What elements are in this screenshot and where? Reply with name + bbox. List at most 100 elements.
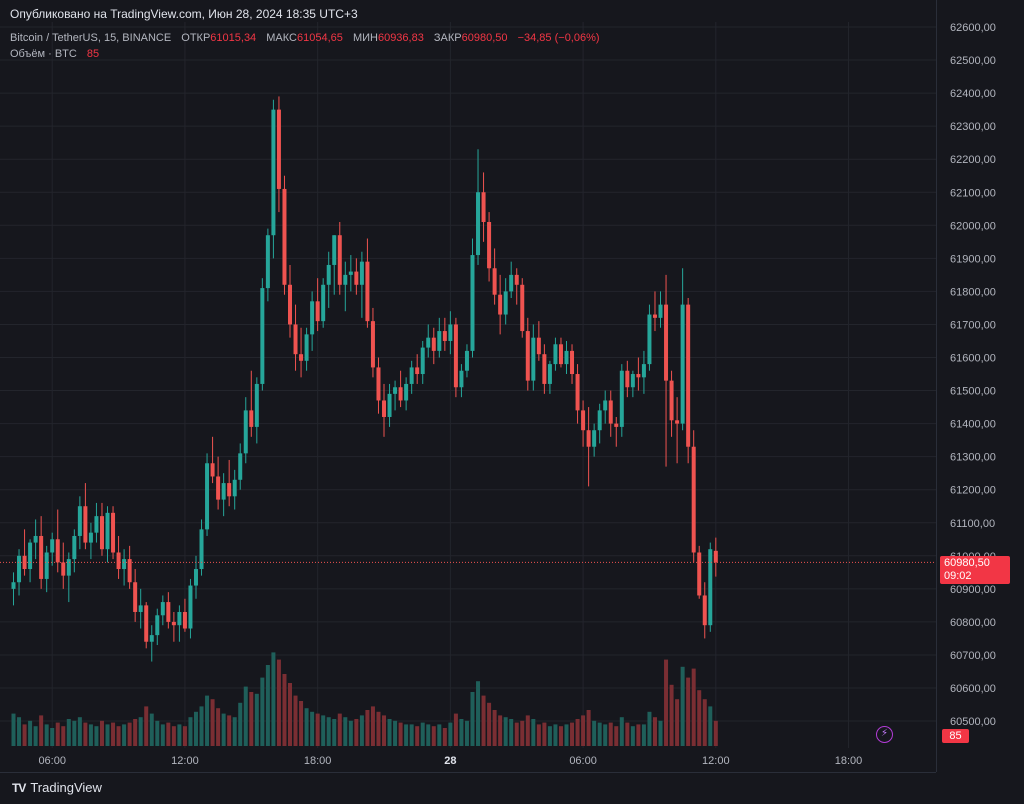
candle-body: [293, 324, 298, 355]
candle-body: [299, 354, 304, 361]
candle-body: [476, 192, 481, 256]
volume-tag: 85: [942, 729, 969, 743]
volume-bar: [238, 702, 243, 746]
volume-bar: [77, 717, 82, 746]
volume-bar: [459, 719, 464, 746]
candle-body: [630, 374, 635, 388]
volume-bar: [260, 677, 265, 746]
candle-body: [437, 331, 442, 351]
tradingview-logo-icon: TV: [12, 780, 26, 795]
volume-bar: [442, 728, 447, 746]
last-price: 60980,50: [944, 557, 990, 569]
volume-bar: [669, 684, 674, 746]
volume-bar: [127, 722, 132, 746]
candle-body: [404, 383, 409, 401]
volume-bar: [348, 720, 353, 746]
volume-bar: [470, 692, 475, 746]
candle-body: [77, 506, 82, 536]
candle-body: [702, 595, 707, 626]
candle-body: [387, 393, 392, 417]
volume-label[interactable]: Объём · BTC: [10, 48, 77, 60]
y-tick-label: 61300,00: [950, 452, 996, 464]
candle-body: [343, 274, 348, 285]
candle-body: [575, 374, 580, 411]
symbol-name[interactable]: Bitcoin / TetherUS, 15, BINANCE: [10, 32, 172, 44]
candle-body: [332, 235, 337, 265]
volume-bar: [592, 720, 597, 746]
candle-body: [376, 367, 381, 401]
candle-body: [66, 559, 71, 576]
candle-body: [658, 304, 663, 318]
candle-body: [94, 516, 99, 533]
volume-bar: [94, 726, 99, 746]
volume-bar: [448, 722, 453, 746]
volume-bar: [547, 726, 552, 746]
volume-bar: [464, 720, 469, 746]
volume-bar: [155, 720, 160, 746]
candle-body: [99, 516, 104, 550]
candle-body: [597, 410, 602, 431]
candle-body: [260, 288, 265, 384]
candle-body: [382, 400, 387, 417]
candle-body: [288, 284, 292, 325]
candle-body: [55, 539, 60, 563]
volume-bar: [288, 683, 292, 746]
y-tick-label: 61200,00: [950, 485, 996, 497]
lightning-icon[interactable]: ⚡: [876, 726, 893, 743]
y-tick-label: 60600,00: [950, 683, 996, 695]
candle-body: [133, 582, 138, 612]
volume-bar: [476, 681, 481, 746]
candle-body: [249, 410, 254, 427]
candle-body: [17, 555, 22, 583]
volume-bar: [431, 726, 436, 746]
volume-bar: [321, 715, 326, 746]
y-tick-label: 61500,00: [950, 386, 996, 398]
volume-bar: [597, 722, 602, 746]
volume-bar: [232, 717, 237, 746]
candle-body: [514, 274, 519, 285]
volume-bar: [426, 724, 431, 746]
y-tick-label: 61700,00: [950, 319, 996, 331]
volume-bar: [17, 717, 22, 746]
candle-body: [111, 512, 116, 553]
candle-body: [553, 344, 558, 365]
close-label: ЗАКР: [433, 32, 462, 44]
candle-body: [592, 430, 597, 447]
candle-body: [481, 192, 486, 222]
volume-bar: [365, 710, 370, 746]
y-tick-label: 62600,00: [950, 22, 996, 34]
candle-body: [61, 562, 66, 576]
volume-bar: [531, 719, 536, 746]
candle-body: [675, 420, 680, 424]
candle-body: [398, 387, 403, 401]
volume-bar: [481, 695, 486, 746]
volume-value: 85: [86, 48, 100, 60]
volume-bar: [111, 722, 116, 746]
volume-bar: [55, 722, 60, 746]
candle-body: [509, 274, 514, 292]
candle-body: [614, 423, 619, 427]
candle-body: [442, 331, 447, 341]
volume-bar: [28, 720, 33, 746]
candle-body: [177, 611, 182, 626]
volume-bar: [581, 715, 586, 746]
candle-body: [581, 410, 586, 431]
y-tick-label: 62400,00: [950, 88, 996, 100]
candle-body: [487, 221, 492, 269]
volume-bar: [586, 710, 591, 746]
candle-body: [603, 400, 608, 411]
volume-bar: [409, 724, 414, 746]
candle-body: [697, 552, 702, 596]
volume-bar: [182, 726, 187, 746]
volume-bar: [66, 719, 71, 746]
y-tick-label: 62300,00: [950, 121, 996, 133]
volume-bar: [492, 710, 497, 746]
volume-bar: [205, 695, 210, 746]
candle-body: [520, 284, 525, 332]
candle-body: [619, 370, 624, 427]
x-tick-label: 06:00: [569, 755, 597, 767]
volume-bar: [83, 722, 88, 746]
volume-bar: [276, 659, 281, 746]
